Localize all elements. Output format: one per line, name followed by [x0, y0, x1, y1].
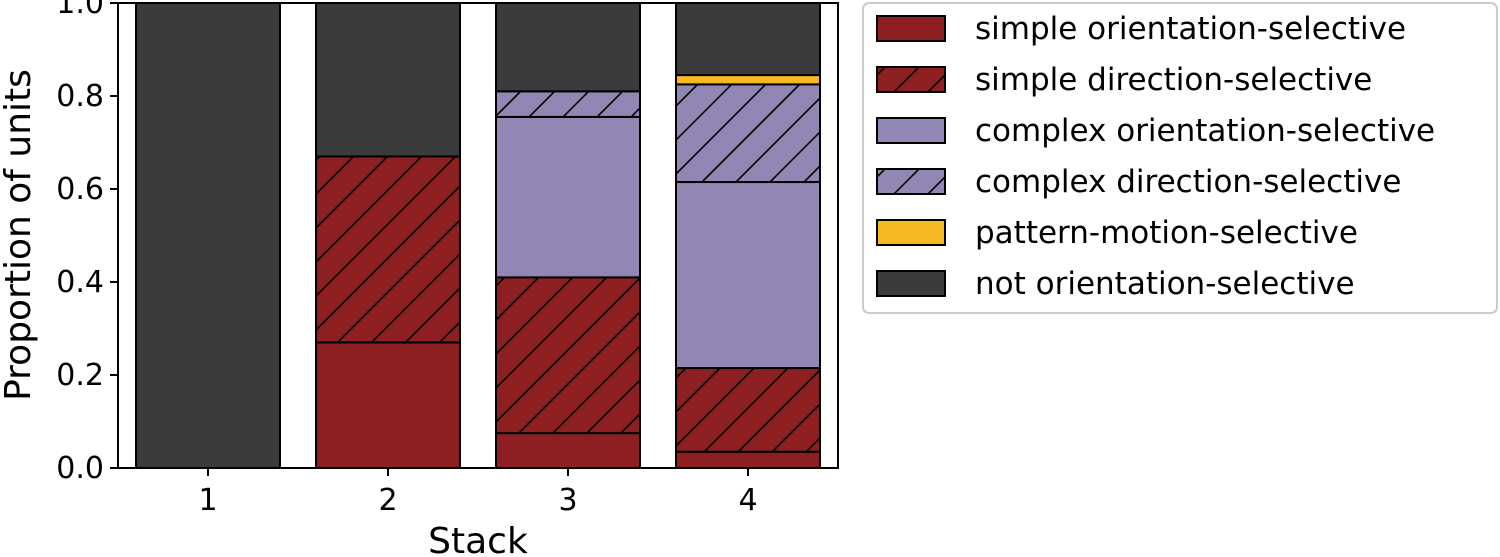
- bar-segment-stack-3-series-2: [495, 115, 641, 279]
- legend-frame: [862, 2, 1498, 314]
- y-axis-label: Proportion of units: [0, 69, 39, 401]
- bars: [135, 2, 821, 470]
- y-tick-label: 0.2: [56, 358, 104, 393]
- x-tick-label: 3: [558, 483, 577, 518]
- bar-segment-stack-4-series-2: [675, 181, 821, 370]
- y-tick-label: 0.6: [56, 172, 104, 207]
- axes-frame: [117, 2, 839, 469]
- bar-segment-stack-3-series-1: [495, 276, 641, 435]
- y-tick-label: 0.0: [56, 451, 104, 486]
- legend-swatch: [876, 270, 946, 297]
- bar-segment-stack-4-series-5: [675, 2, 821, 77]
- legend-label: complex direction-selective: [975, 164, 1401, 200]
- legend-label: simple orientation-selective: [975, 11, 1406, 47]
- bar-segment-stack-4-series-1: [675, 367, 821, 453]
- y-tick-label: 0.8: [56, 79, 104, 114]
- legend-swatch: [876, 168, 946, 195]
- legend-items: simple orientation-selective simple direc…: [876, 11, 1435, 302]
- legend-label: complex orientation-selective: [975, 113, 1435, 149]
- x-tick-label: 2: [378, 483, 397, 518]
- bar-segment-stack-1-series-5: [135, 2, 281, 469]
- x-axis: 1 2 3 4: [198, 468, 758, 518]
- y-tick-label: 0.4: [56, 265, 104, 300]
- legend-swatch: [876, 66, 946, 93]
- y-axis: 0.0 0.2 0.4 0.6 0.8 1.0: [56, 0, 118, 486]
- legend-swatch: [876, 117, 946, 144]
- legend-swatch: [876, 15, 946, 42]
- y-tick-label: 1.0: [56, 0, 104, 21]
- x-tick-label: 1: [198, 483, 217, 518]
- bar-segment-stack-4-series-0: [675, 450, 821, 470]
- bar-segment-stack-3-series-5: [495, 2, 641, 93]
- bar-segment-stack-2-series-5: [315, 2, 461, 158]
- plot-area: [117, 2, 839, 470]
- x-axis-label: Stack: [428, 521, 528, 557]
- legend-swatch: [876, 219, 946, 246]
- bar-segment-stack-2-series-1: [315, 155, 461, 344]
- legend: simple orientation-selective simple direc…: [862, 2, 1498, 314]
- legend-label: pattern-motion-selective: [975, 215, 1358, 251]
- legend-label: simple direction-selective: [975, 62, 1372, 98]
- bar-segment-stack-4-series-4: [675, 74, 821, 86]
- bar-segment-stack-3-series-3: [495, 90, 641, 118]
- bar-segment-stack-3-series-0: [495, 432, 641, 470]
- legend-label: not orientation-selective: [975, 266, 1355, 302]
- bar-segment-stack-4-series-3: [675, 83, 821, 184]
- bar-segment-stack-2-series-0: [315, 341, 461, 470]
- x-tick-label: 4: [738, 483, 757, 518]
